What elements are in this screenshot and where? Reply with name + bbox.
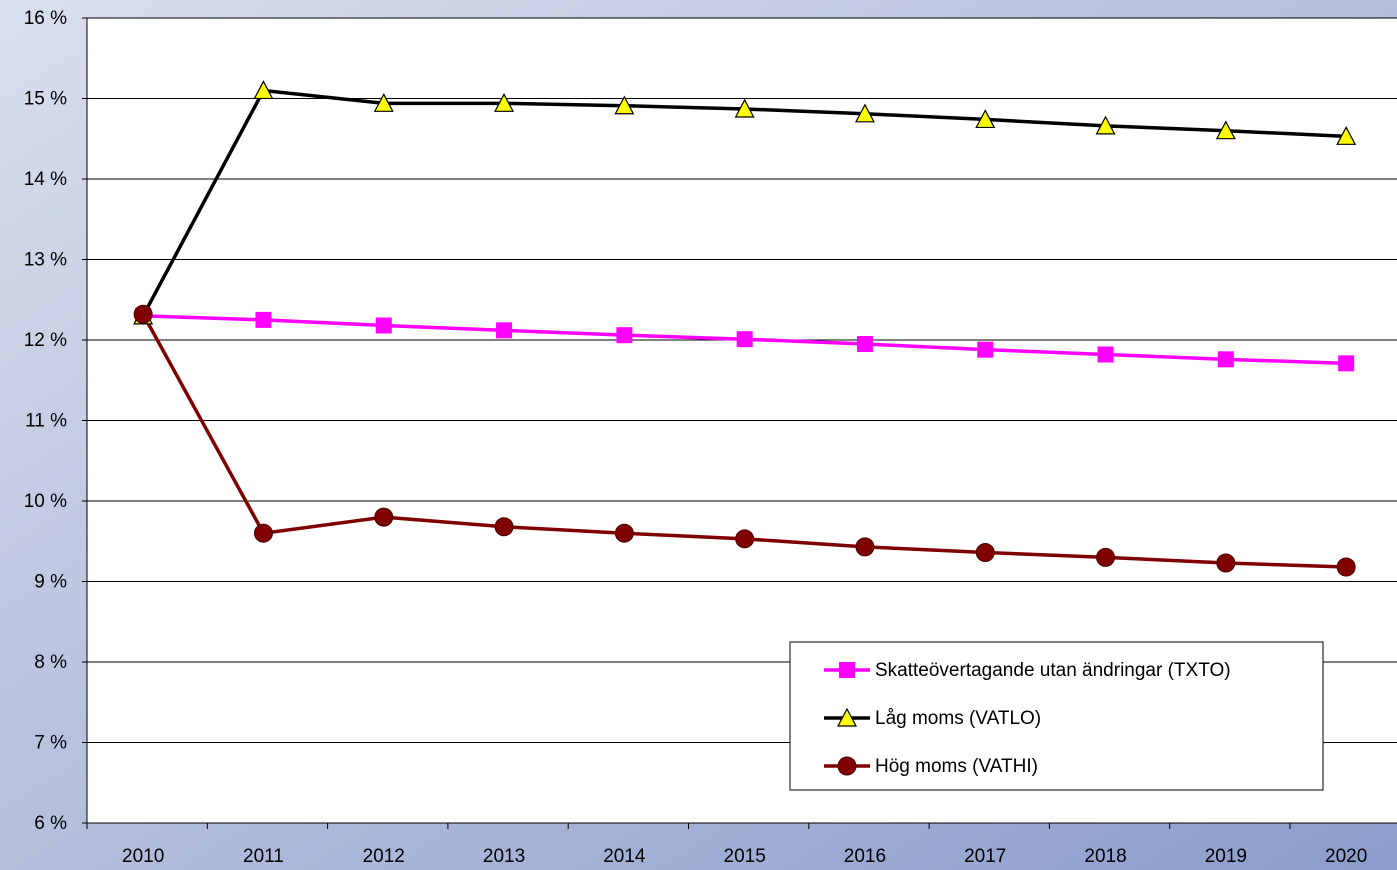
y-tick-label: 6 % bbox=[34, 813, 67, 834]
y-tick-label: 13 % bbox=[24, 250, 67, 271]
y-tick-label: 8 % bbox=[34, 652, 67, 673]
plot: 6 % 7 % 8 % 9 % 10 % 11 % 12 % 13 % 14 % 15 % 16 %… bbox=[24, 8, 1397, 867]
x-tick-label: 2017 bbox=[964, 846, 1006, 867]
marker bbox=[1096, 547, 1116, 567]
marker bbox=[1336, 557, 1356, 577]
marker bbox=[839, 662, 855, 678]
y-tick-label: 9 % bbox=[34, 572, 67, 593]
marker bbox=[736, 331, 753, 348]
marker bbox=[614, 95, 635, 115]
y-tick-label: 10 % bbox=[24, 491, 67, 512]
x-tick-label: 2015 bbox=[724, 846, 766, 867]
marker bbox=[975, 109, 996, 129]
legend-label: Låg moms (VATLO) bbox=[875, 708, 1041, 729]
marker bbox=[1336, 126, 1357, 145]
marker bbox=[375, 317, 392, 334]
y-tick-label: 11 % bbox=[25, 411, 67, 432]
x-tick-label: 2012 bbox=[363, 846, 405, 867]
marker bbox=[855, 537, 875, 557]
marker bbox=[374, 507, 394, 527]
x-tick-label: 2014 bbox=[603, 846, 646, 867]
y-tick-label: 15 % bbox=[24, 89, 67, 110]
marker bbox=[837, 707, 857, 727]
marker bbox=[1097, 346, 1114, 363]
marker bbox=[856, 336, 873, 353]
marker bbox=[1215, 120, 1236, 140]
marker bbox=[1095, 115, 1116, 135]
marker bbox=[253, 523, 273, 543]
x-tick-label: 2018 bbox=[1084, 846, 1126, 867]
marker bbox=[1216, 553, 1236, 573]
x-tick-label: 2010 bbox=[122, 846, 164, 867]
marker bbox=[975, 543, 995, 563]
marker bbox=[734, 98, 755, 118]
y-tick-label: 7 % bbox=[34, 733, 67, 754]
marker bbox=[494, 517, 514, 537]
x-tick-label: 2011 bbox=[243, 846, 284, 867]
marker bbox=[255, 311, 272, 328]
marker bbox=[616, 327, 633, 344]
marker bbox=[735, 529, 755, 549]
marker bbox=[1217, 351, 1234, 368]
marker bbox=[977, 341, 994, 358]
marker bbox=[854, 103, 875, 123]
marker bbox=[1338, 355, 1355, 372]
x-tick-label: 2016 bbox=[844, 846, 886, 867]
marker bbox=[614, 523, 634, 543]
y-tick-label: 16 % bbox=[24, 8, 67, 29]
x-tick-label: 2020 bbox=[1325, 846, 1367, 867]
y-tick-label: 14 % bbox=[24, 169, 67, 190]
marker bbox=[133, 304, 153, 324]
marker bbox=[373, 93, 394, 112]
marker bbox=[837, 756, 857, 776]
legend-box bbox=[789, 641, 1324, 791]
x-tick-label: 2013 bbox=[483, 846, 525, 867]
marker bbox=[496, 322, 513, 339]
legend: Skatteövertagande utan ändringar (TXTO) L… bbox=[789, 641, 1324, 791]
y-tick-label: 12 % bbox=[24, 330, 67, 351]
marker bbox=[253, 80, 274, 100]
marker bbox=[494, 93, 515, 112]
x-tick-label: 2019 bbox=[1205, 846, 1247, 867]
legend-label: Hög moms (VATHI) bbox=[875, 756, 1038, 777]
legend-label: Skatteövertagande utan ändringar (TXTO) bbox=[875, 660, 1231, 681]
